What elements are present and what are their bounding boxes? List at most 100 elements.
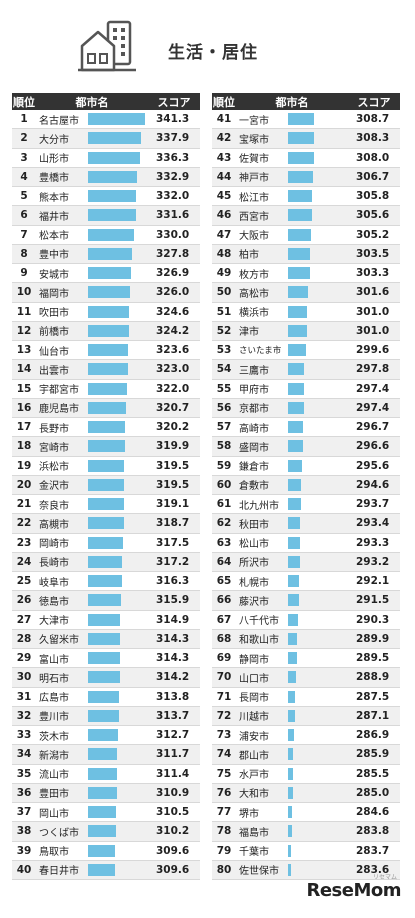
rank-cell: 12	[16, 324, 32, 337]
city-cell: 佐賀市	[239, 154, 269, 166]
table-body: 1 名古屋市 341.3 2 大分市 337.9 3 山形市 336.3 4 豊橋市 332.9 5 熊本…	[12, 110, 200, 880]
score-cell: 314.2	[156, 671, 190, 684]
table-row: 28 久留米市 314.3	[12, 629, 200, 649]
score-cell: 327.8	[156, 247, 190, 260]
rank-cell: 75	[216, 767, 232, 780]
city-cell: 所沢市	[239, 558, 269, 570]
score-bar	[88, 132, 142, 145]
score-bar	[88, 671, 120, 684]
rank-cell: 5	[20, 190, 28, 203]
score-bar	[88, 863, 116, 876]
score-cell: 297.4	[356, 382, 390, 395]
table-row: 44 神戸市 306.7	[212, 167, 400, 187]
score-cell: 319.5	[156, 478, 190, 491]
bar-track	[88, 247, 148, 260]
score-bar	[88, 806, 117, 819]
page-title: 生活・居住	[168, 43, 258, 63]
table-row: 23 岡崎市 317.5	[12, 533, 200, 553]
city-cell: 茨木市	[39, 731, 69, 743]
city-cell: 松本市	[39, 231, 69, 243]
rank-cell: 47	[216, 228, 232, 241]
bar-track	[88, 825, 148, 838]
bar-track	[88, 401, 148, 414]
city-cell: 宮崎市	[39, 442, 69, 454]
score-cell: 308.3	[356, 132, 390, 145]
table-row: 6 福井市 331.6	[12, 206, 200, 226]
bar-track	[288, 401, 348, 414]
score-cell: 293.4	[356, 517, 390, 530]
score-cell: 306.7	[356, 170, 390, 183]
score-bar	[288, 767, 294, 780]
table-row: 76 大和市 285.0	[212, 783, 400, 803]
column-header-rank: 順位	[213, 95, 235, 109]
rank-cell: 32	[16, 709, 32, 722]
bar-track	[88, 170, 148, 183]
table-row: 64 所沢市 293.2	[212, 552, 400, 572]
table-row: 4 豊橋市 332.9	[12, 167, 200, 187]
score-bar	[88, 363, 128, 376]
score-cell: 305.2	[356, 228, 390, 241]
rank-cell: 22	[16, 517, 32, 530]
city-cell: 宝塚市	[239, 134, 269, 146]
rank-cell: 11	[16, 305, 32, 318]
bar-track	[88, 363, 148, 376]
table-header: 順位 都市名 スコア	[212, 93, 400, 110]
table-row: 9 安城市 326.9	[12, 264, 200, 284]
rank-cell: 63	[216, 536, 232, 549]
rank-cell: 48	[216, 247, 232, 260]
bar-track	[88, 555, 148, 568]
table-row: 53 さいたま市 299.6	[212, 341, 400, 361]
table-row: 18 宮崎市 319.9	[12, 437, 200, 457]
table-row: 17 長野市 320.2	[12, 418, 200, 438]
city-cell: 静岡市	[239, 654, 269, 666]
score-bar	[88, 113, 145, 126]
rank-cell: 36	[16, 786, 32, 799]
rank-cell: 80	[216, 863, 232, 876]
rank-cell: 46	[216, 209, 232, 222]
score-bar	[288, 729, 295, 742]
score-bar	[288, 498, 301, 511]
bar-track	[88, 286, 148, 299]
score-bar	[288, 613, 298, 626]
table-row: 11 吹田市 324.6	[12, 302, 200, 322]
table-row: 48 柏市 303.5	[212, 244, 400, 264]
score-cell: 283.6	[356, 863, 390, 876]
rank-cell: 40	[16, 863, 32, 876]
rank-cell: 35	[16, 767, 32, 780]
rank-cell: 45	[216, 190, 232, 203]
table-row: 14 出雲市 323.0	[12, 360, 200, 380]
rank-cell: 29	[16, 652, 32, 665]
city-cell: 大和市	[239, 789, 269, 801]
rank-cell: 74	[216, 748, 232, 761]
score-bar	[288, 209, 312, 222]
rank-cell: 15	[16, 382, 32, 395]
score-bar	[288, 671, 297, 684]
rank-cell: 61	[216, 498, 232, 511]
bar-track	[88, 324, 148, 337]
table-row: 46 西宮市 305.6	[212, 206, 400, 226]
score-cell: 311.4	[156, 767, 190, 780]
city-cell: 一宮市	[239, 115, 269, 127]
score-cell: 301.6	[356, 286, 390, 299]
city-cell: 川越市	[239, 712, 269, 724]
score-cell: 299.6	[356, 344, 390, 357]
score-bar	[288, 132, 315, 145]
table-row: 72 川越市 287.1	[212, 706, 400, 726]
bar-track	[288, 478, 348, 491]
rank-cell: 10	[16, 286, 32, 299]
score-cell: 296.6	[356, 440, 390, 453]
table-row: 63 松山市 293.3	[212, 533, 400, 553]
table-row: 68 和歌山市 289.9	[212, 629, 400, 649]
rank-cell: 25	[16, 575, 32, 588]
score-bar	[88, 729, 119, 742]
city-cell: 藤沢市	[239, 596, 269, 608]
bar-track	[288, 767, 348, 780]
bar-track	[88, 190, 148, 203]
column-header-city: 都市名	[75, 95, 109, 109]
score-cell: 320.2	[156, 421, 190, 434]
rank-cell: 50	[216, 286, 232, 299]
score-cell: 286.9	[356, 729, 390, 742]
score-bar	[88, 748, 118, 761]
column-header-score: スコア	[357, 95, 391, 109]
city-cell: 前橋市	[39, 327, 69, 339]
